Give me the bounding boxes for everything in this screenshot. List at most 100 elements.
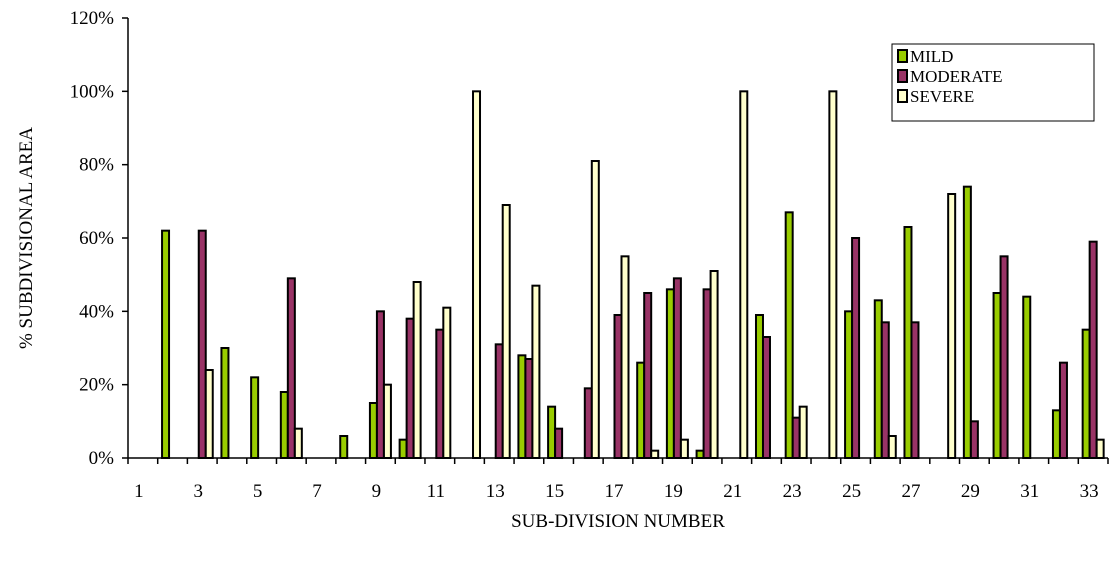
bar-moderate-13 [494,343,504,460]
bar-moderate-20 [702,288,712,460]
x-tick-label: 29 [961,481,980,502]
x-tick-label: 1 [134,481,144,502]
bar-moderate-26 [880,321,890,460]
bar-moderate-30 [999,255,1009,460]
bar-severe-14 [531,284,541,459]
y-tick-label: 100% [70,81,115,102]
y-tick-label: 120% [70,8,115,29]
bar-moderate-10 [405,317,415,459]
bar-mild-5 [250,376,260,460]
x-tick-label: 5 [253,481,263,502]
x-tick-label: 27 [901,481,920,502]
legend-swatch-severe [897,89,908,103]
bar-mild-18 [636,361,646,459]
x-tick-label: 21 [723,481,742,502]
bar-mild-31 [1022,295,1032,459]
bar-mild-29 [962,185,972,460]
bar-mild-2 [161,229,171,459]
bar-mild-22 [754,314,764,459]
bar-moderate-19 [672,277,682,460]
bar-mild-14 [517,354,527,460]
legend-label-moderate: MODERATE [910,67,1003,86]
bar-mild-23 [784,211,794,459]
bar-moderate-17 [613,314,623,459]
bar-moderate-16 [583,387,593,460]
bar-severe-12 [472,90,482,459]
legend-label-mild: MILD [910,47,953,66]
x-tick-label: 9 [372,481,382,502]
bar-mild-15 [547,405,557,459]
bar-moderate-11 [435,328,445,459]
bar-mild-32 [1051,409,1061,460]
bar-moderate-25 [851,237,861,459]
x-tick-label: 3 [193,481,203,502]
bar-severe-23 [798,405,808,459]
bar-moderate-18 [643,292,653,459]
bar-severe-9 [382,383,392,459]
bar-severe-18 [650,449,660,459]
bar-severe-3 [204,369,214,459]
bar-mild-6 [279,391,289,459]
bar-mild-30 [992,292,1002,459]
y-tick-label: 80% [79,155,114,176]
bar-moderate-33 [1088,240,1098,459]
bar-mild-4 [220,347,230,459]
bars-layer [161,90,1105,460]
bar-severe-24 [828,90,838,459]
x-tick-label: 13 [486,481,505,502]
x-tick-label: 31 [1020,481,1039,502]
legend-swatch-moderate [897,69,908,83]
bar-moderate-23 [791,416,801,459]
bar-severe-13 [501,204,511,459]
bar-moderate-15 [554,427,564,459]
legend-box [891,43,1095,122]
bar-severe-33 [1095,438,1105,459]
bar-moderate-3 [197,229,207,459]
x-tick-label: 15 [545,481,564,502]
y-tick-label: 0% [89,448,115,469]
legend-label-severe: SEVERE [910,87,974,106]
x-tick-label: 11 [427,481,445,502]
bar-moderate-22 [761,336,771,459]
bar-severe-28 [947,193,957,459]
bar-mild-8 [339,435,349,459]
x-tick-label: 19 [664,481,683,502]
y-axis-title: % SUBDIVISIONAL AREA [16,127,37,349]
bar-moderate-27 [910,321,920,460]
bar-severe-17 [620,255,630,460]
bar-severe-20 [709,270,719,459]
bar-mild-10 [398,438,408,459]
bar-severe-6 [293,427,303,459]
x-tick-label: 25 [842,481,861,502]
bar-severe-21 [739,90,749,459]
bar-mild-20 [695,449,705,459]
bar-mild-26 [873,299,883,460]
bar-moderate-29 [969,420,979,460]
bar-mild-19 [665,288,675,460]
bar-severe-16 [590,160,600,459]
y-tick-label: 60% [79,228,114,249]
bar-mild-33 [1081,328,1091,459]
bar-mild-27 [903,226,913,459]
bar-severe-26 [887,435,897,459]
y-tick-label: 20% [79,375,114,396]
bar-moderate-32 [1058,361,1068,459]
bar-moderate-9 [375,310,385,460]
bar-moderate-14 [524,358,534,459]
bar-severe-10 [412,281,422,459]
bar-mild-25 [844,310,854,460]
x-tick-label: 7 [312,481,322,502]
legend-swatch-mild [897,49,908,63]
y-tick-label: 40% [79,301,114,322]
x-tick-label: 17 [605,481,624,502]
x-axis-title: SUB-DIVISION NUMBER [511,511,725,532]
x-tick-label: 23 [783,481,802,502]
bar-severe-19 [679,438,689,459]
ticks-layer: 0%20%40%60%80%100%120%1 3 5 7 9 11 13 15 17 19 21 2… [70,8,1109,502]
bar-moderate-6 [286,277,296,460]
bar-mild-9 [368,402,378,459]
x-tick-label: 33 [1080,481,1099,502]
